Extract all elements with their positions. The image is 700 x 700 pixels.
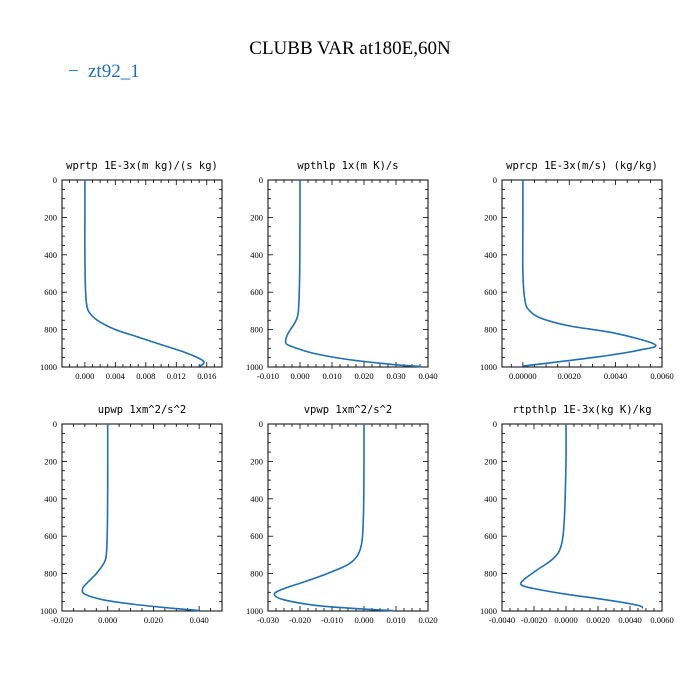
ytick-label-vpwp: 200 xyxy=(250,456,263,466)
ytick-label-rtpthlp: 200 xyxy=(484,456,497,466)
ytick-label-wprtp: 600 xyxy=(44,287,57,297)
ytick-label-wpthlp: 400 xyxy=(250,250,263,260)
ytick-label-wprtp: 0 xyxy=(53,175,57,185)
panel-upwp: upwp 1xm^2/s^2 0 200 400 600 800 1000-0.020 0.0… xyxy=(40,404,223,625)
panel-rtpthlp: rtpthlp 1E-3x(kg K)/kg02004006008001000-… xyxy=(480,404,674,625)
xtick-label-wprtp: 0.016 xyxy=(197,371,216,381)
ytick-label-rtpthlp: 800 xyxy=(484,569,497,579)
xtick-label-upwp: 0.040 xyxy=(190,615,209,625)
panel-title-wpthlp: wpthlp 1x(m K)/s xyxy=(297,160,398,172)
xtick-label-wprtp: 0.004 xyxy=(106,371,126,381)
ytick-label-wpthlp: 600 xyxy=(250,287,263,297)
ytick-label-rtpthlp: 600 xyxy=(484,531,497,541)
ytick-label-upwp: 200 xyxy=(44,456,57,466)
ytick-label-upwp: 1000 xyxy=(40,606,57,616)
xtick-label-wpthlp: 0.020 xyxy=(354,371,373,381)
xtick-label-rtpthlp: 0.0000 xyxy=(554,615,577,625)
series-line-vpwp xyxy=(273,423,393,612)
ytick-label-wpthlp: 800 xyxy=(250,325,263,335)
xtick-label-upwp: -0.020 xyxy=(51,615,73,625)
panel-title-vpwp: vpwp 1xm^2/s^2 xyxy=(304,404,393,416)
ytick-label-wprcp: 0 xyxy=(493,175,497,185)
ytick-label-wprcp: 1000 xyxy=(480,362,497,372)
xtick-label-upwp: 0.000 xyxy=(98,615,117,625)
panel-title-wprtp: wprtp 1E-3x(m kg)/(s kg) xyxy=(66,160,218,172)
ytick-label-wprtp: 200 xyxy=(44,212,57,222)
ytick-label-vpwp: 0 xyxy=(259,419,263,429)
legend-label: zt92_1 xyxy=(88,61,140,82)
axes-frame-wpthlp xyxy=(267,179,429,368)
xtick-label-wprtp: 0.008 xyxy=(136,371,155,381)
panel-wpthlp: wpthlp 1x(m K)/s 0 200 400 600 800 1000-0.010 0… xyxy=(246,160,438,381)
xtick-label-rtpthlp: 0.0020 xyxy=(586,615,609,625)
ytick-label-wpthlp: 200 xyxy=(250,212,263,222)
xtick-label-wpthlp: 0.030 xyxy=(386,371,405,381)
xtick-label-rtpthlp: 0.0060 xyxy=(650,615,673,625)
panel-title-rtpthlp: rtpthlp 1E-3x(kg K)/kg xyxy=(512,404,651,416)
ytick-label-wprcp: 800 xyxy=(484,325,497,335)
series-line-wprcp xyxy=(521,180,657,367)
xtick-label-upwp: 0.020 xyxy=(144,615,163,625)
ytick-label-upwp: 400 xyxy=(44,494,57,504)
axes-frame-rtpthlp xyxy=(501,423,663,612)
xtick-label-wpthlp: 0.040 xyxy=(418,371,437,381)
ytick-label-upwp: 800 xyxy=(44,569,57,579)
xtick-label-vpwp: 0.020 xyxy=(418,615,437,625)
xtick-label-vpwp: 0.010 xyxy=(386,615,405,625)
panels: wprtp 1E-3x(m kg)/(s kg) 0 200 400 600 800 100… xyxy=(40,160,674,625)
xtick-label-wprcp: 0.0060 xyxy=(650,371,673,381)
ytick-label-vpwp: 400 xyxy=(250,494,263,504)
ytick-label-vpwp: 1000 xyxy=(246,606,263,616)
ytick-label-wpthlp: 0 xyxy=(259,175,263,185)
panel-vpwp: vpwp 1xm^2/s^2 0 200 400 600 800 1000-0.030 -0.… xyxy=(246,404,438,625)
xtick-label-wprtp: 0.000 xyxy=(75,371,94,381)
xtick-label-wpthlp: -0.010 xyxy=(257,371,279,381)
xtick-label-rtpthlp: 0.0040 xyxy=(618,615,641,625)
ytick-label-wprcp: 200 xyxy=(484,212,497,222)
ytick-label-wprtp: 1000 xyxy=(40,362,57,372)
xtick-label-rtpthlp: -0.0020 xyxy=(521,615,547,625)
xtick-label-vpwp: -0.010 xyxy=(321,615,343,625)
panel-wprcp: wprcp 1E-3x(m/s) (kg/kg) 0 200 400 600 800 100… xyxy=(480,160,674,381)
axes-frame-vpwp xyxy=(267,423,429,612)
xtick-label-vpwp: -0.030 xyxy=(257,615,279,625)
axes-frame-upwp xyxy=(61,423,223,612)
series-line-wpthlp xyxy=(284,179,422,368)
ytick-label-wprtp: 800 xyxy=(44,325,57,335)
ytick-label-wpthlp: 1000 xyxy=(246,362,263,372)
ytick-label-wprcp: 600 xyxy=(484,287,497,297)
xtick-label-wprtp: 0.012 xyxy=(167,371,186,381)
ytick-label-upwp: 0 xyxy=(53,419,57,429)
ytick-label-vpwp: 600 xyxy=(250,531,263,541)
series-line-upwp xyxy=(81,423,200,612)
xtick-label-wprcp: 0.0040 xyxy=(604,371,627,381)
series-line-wprtp xyxy=(84,180,205,367)
xtick-label-wpthlp: 0.000 xyxy=(290,371,309,381)
xtick-label-wpthlp: 0.010 xyxy=(322,371,341,381)
ytick-label-rtpthlp: 1000 xyxy=(480,606,497,616)
xtick-label-wprcp: 0.0020 xyxy=(558,371,581,381)
panel-title-wprcp: wprcp 1E-3x(m/s) (kg/kg) xyxy=(506,160,658,172)
ytick-label-vpwp: 800 xyxy=(250,569,263,579)
xtick-label-wprcp: 0.00000 xyxy=(509,371,537,381)
xtick-label-vpwp: -0.020 xyxy=(289,615,311,625)
ytick-label-rtpthlp: 0 xyxy=(493,419,497,429)
ytick-label-rtpthlp: 400 xyxy=(484,494,497,504)
figure-title: CLUBB VAR at180E,60N xyxy=(249,38,451,59)
ytick-label-wprcp: 400 xyxy=(484,250,497,260)
panel-title-upwp: upwp 1xm^2/s^2 xyxy=(98,404,187,416)
legend-marker: − xyxy=(68,61,79,82)
xtick-label-rtpthlp: -0.0040 xyxy=(489,615,515,625)
ytick-label-upwp: 600 xyxy=(44,531,57,541)
panel-wprtp: wprtp 1E-3x(m kg)/(s kg) 0 200 400 600 800 100… xyxy=(40,160,223,381)
series-line-rtpthlp xyxy=(519,423,644,609)
ytick-label-wprtp: 400 xyxy=(44,250,57,260)
xtick-label-vpwp: 0.000 xyxy=(354,615,373,625)
